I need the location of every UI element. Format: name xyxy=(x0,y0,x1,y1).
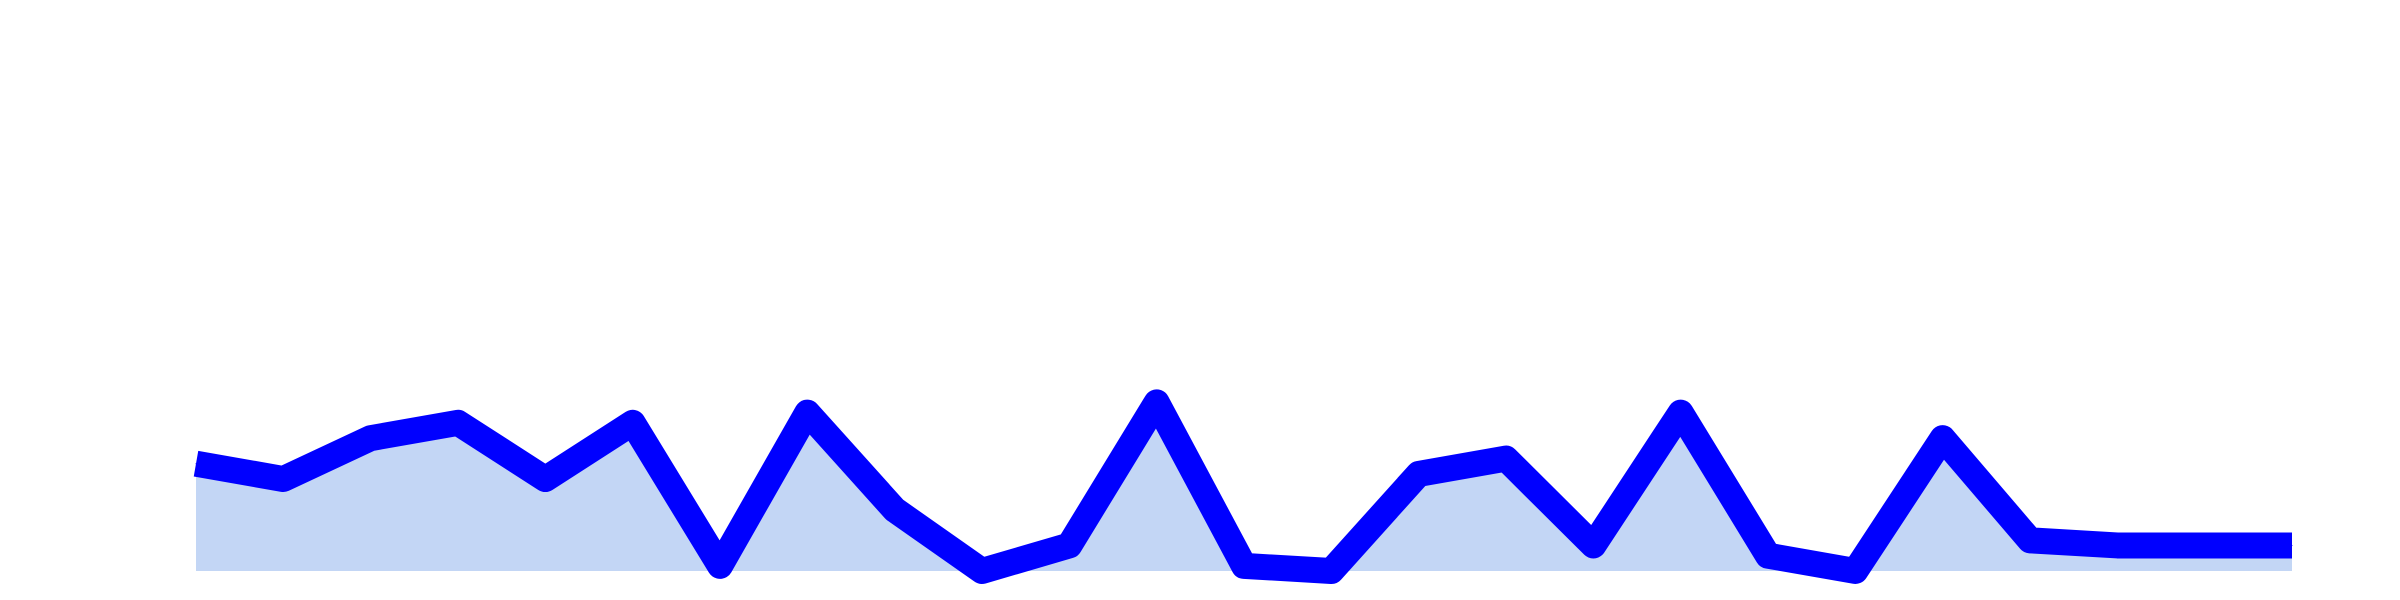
data-point-16 xyxy=(1592,544,1594,546)
data-point-10 xyxy=(1068,544,1070,546)
data-point-1 xyxy=(282,478,284,480)
data-point-7 xyxy=(806,412,808,414)
data-point-12 xyxy=(1243,565,1245,567)
data-point-23 xyxy=(2204,544,2206,546)
point-layer xyxy=(195,401,2293,572)
data-point-4 xyxy=(544,478,546,480)
data-point-14 xyxy=(1418,473,1420,475)
data-point-19 xyxy=(1854,570,1856,572)
data-point-17 xyxy=(1680,412,1682,414)
data-point-13 xyxy=(1330,570,1332,572)
data-point-21 xyxy=(2029,539,2031,541)
data-point-20 xyxy=(1942,437,1944,439)
data-point-3 xyxy=(457,422,459,424)
data-point-24 xyxy=(2291,544,2293,546)
data-point-11 xyxy=(1156,401,1158,403)
data-point-15 xyxy=(1505,458,1507,460)
data-point-2 xyxy=(370,437,372,439)
data-point-18 xyxy=(1767,555,1769,557)
data-point-6 xyxy=(719,565,721,567)
data-point-8 xyxy=(894,509,896,511)
data-point-0 xyxy=(195,463,197,465)
data-point-9 xyxy=(981,570,983,572)
data-point-5 xyxy=(632,422,634,424)
data-point-22 xyxy=(2116,544,2118,546)
